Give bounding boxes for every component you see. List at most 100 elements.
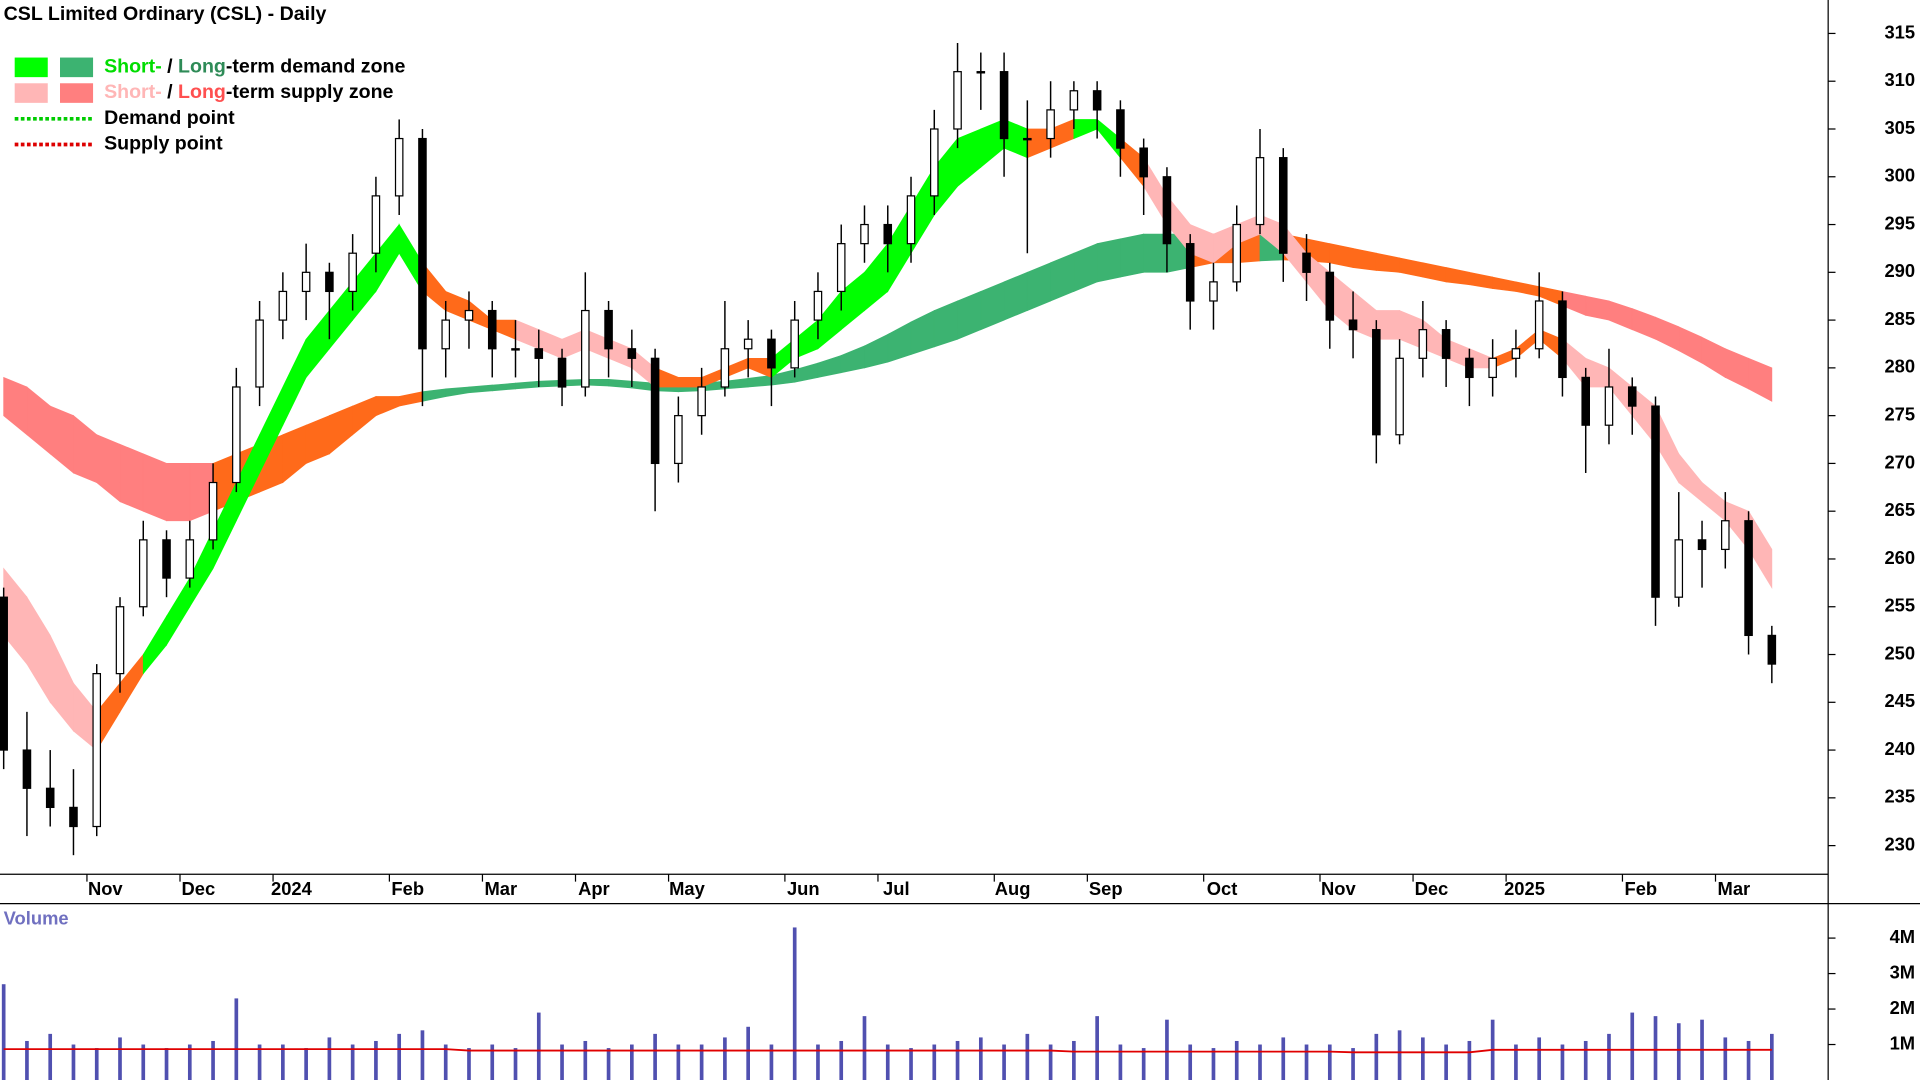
candle-body — [1697, 539, 1707, 551]
volume-bar — [1560, 1044, 1565, 1080]
candle-body — [720, 348, 730, 388]
y-tick-label: 255 — [1884, 595, 1915, 616]
candle-body — [1023, 137, 1032, 141]
candle-body — [860, 223, 869, 245]
volume-bar — [1746, 1040, 1751, 1080]
candle-body — [1278, 157, 1288, 254]
candle-body — [813, 290, 823, 321]
y-tick-label: 265 — [1884, 499, 1915, 520]
candle-body — [930, 128, 939, 197]
volume-bar — [1351, 1048, 1355, 1080]
volume-bar — [955, 1040, 960, 1080]
candle-body — [138, 539, 148, 608]
candle-body — [1418, 329, 1428, 359]
volume-bar — [1653, 1016, 1658, 1080]
candle-body — [1721, 520, 1730, 551]
x-tick-label: Nov — [88, 878, 123, 899]
volume-bar — [816, 1044, 820, 1080]
y-tick-label: 235 — [1884, 786, 1915, 807]
volume-bar — [1467, 1040, 1472, 1080]
candle-body — [999, 71, 1009, 140]
legend-text-part: Long — [178, 81, 226, 103]
candle-body — [208, 481, 218, 541]
x-tick-label: Mar — [1718, 878, 1751, 899]
candle-body — [1627, 386, 1637, 407]
volume-bar — [327, 1037, 332, 1080]
volume-bar — [94, 1048, 99, 1080]
x-tick-label: Feb — [391, 878, 424, 899]
volume-bar — [234, 998, 239, 1080]
legend-swatch — [60, 57, 94, 78]
y-tick-label: 290 — [1884, 260, 1915, 281]
x-tick-label: Dec — [1415, 878, 1449, 899]
candle-body — [22, 749, 32, 789]
legend-text-part: Demand point — [104, 107, 235, 129]
candle-body — [604, 309, 613, 350]
y-tick-label: 245 — [1884, 690, 1915, 711]
volume-bar — [490, 1044, 495, 1080]
candle-body — [1441, 329, 1451, 359]
x-tick-label: Feb — [1624, 878, 1657, 899]
legend-text-part: / — [162, 81, 178, 103]
y-tick-label: 285 — [1884, 308, 1915, 329]
candle-body — [1581, 376, 1590, 426]
long-zone-segment — [608, 378, 633, 389]
candle-body — [371, 195, 381, 254]
legend-swatch — [14, 83, 48, 103]
chart-title: CSL Limited Ordinary (CSL) - Daily — [4, 3, 327, 25]
legend-text-part: Supply point — [104, 133, 223, 155]
x-tick-label: Oct — [1207, 878, 1238, 899]
x-tick-label: Aug — [995, 878, 1031, 899]
volume-bar — [257, 1044, 262, 1080]
legend-text-part: Short- — [104, 56, 162, 78]
candle-body — [1069, 90, 1079, 111]
volume-bar — [1211, 1048, 1216, 1080]
long-zone-segment — [166, 463, 191, 522]
volume-bar — [932, 1044, 937, 1080]
long-zone-segment — [142, 453, 167, 522]
volume-bar — [1583, 1040, 1588, 1080]
volume-bar — [1281, 1037, 1286, 1080]
volume-bar — [397, 1033, 402, 1080]
long-zone-segment — [1748, 357, 1773, 402]
candle-body — [92, 673, 102, 828]
candle-body — [534, 348, 544, 359]
volume-bar — [1537, 1037, 1542, 1080]
y-tick-label: 270 — [1884, 451, 1915, 472]
volume-bar — [653, 1033, 657, 1080]
y-tick-label: 240 — [1884, 738, 1915, 759]
candle-body — [1232, 223, 1242, 283]
candle-body — [743, 338, 753, 350]
y-tick-label: 275 — [1884, 403, 1915, 424]
candle-body — [1092, 90, 1102, 111]
volume-bar — [862, 1016, 867, 1080]
volume-bar — [746, 1026, 750, 1080]
y-tick-label: 280 — [1884, 356, 1915, 377]
candle-body — [627, 348, 637, 359]
candle-body — [325, 271, 334, 293]
candle-body — [418, 137, 427, 350]
legend-text-part: -term supply zone — [226, 81, 394, 103]
volume-bar — [1304, 1044, 1309, 1080]
candle-body — [767, 338, 776, 369]
candle-body — [255, 319, 264, 388]
candle-body — [115, 606, 125, 675]
candle-body — [301, 271, 311, 293]
candle-body — [1674, 539, 1684, 598]
volume-tick-label: 1M — [1890, 1032, 1916, 1053]
legend-text-part: Short- — [104, 81, 162, 103]
volume-bar — [1118, 1044, 1123, 1080]
candle-body — [232, 386, 241, 484]
volume-bar — [978, 1037, 983, 1080]
volume-bar — [1048, 1044, 1053, 1080]
volume-bar — [792, 927, 797, 1080]
y-tick-label: 250 — [1884, 642, 1915, 663]
volume-bar — [48, 1033, 53, 1080]
legend-text: Demand point — [104, 107, 235, 129]
x-tick-label: Apr — [578, 878, 610, 899]
volume-bar — [25, 1040, 29, 1080]
candle-body — [1255, 157, 1265, 226]
candle-body — [1651, 405, 1660, 598]
candle-body — [1767, 634, 1777, 665]
volume-bar — [1327, 1044, 1332, 1080]
